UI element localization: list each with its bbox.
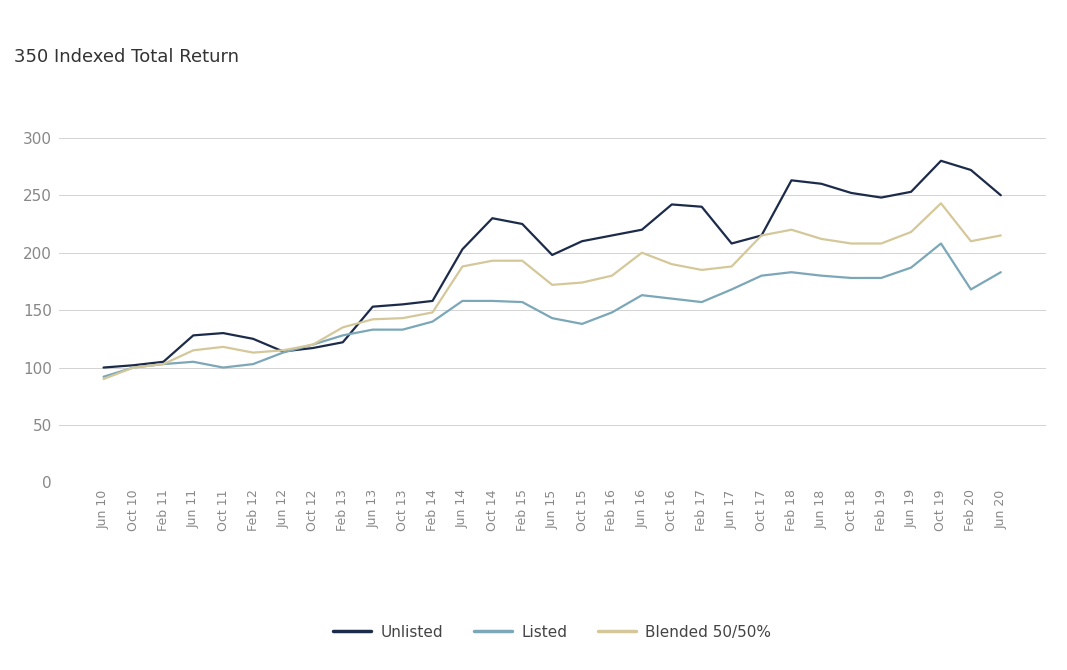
Listed: [935, 239, 947, 247]
Listed: [696, 298, 708, 306]
Unlisted: [456, 245, 468, 253]
Blended 50/50%: [246, 348, 259, 356]
Listed: [576, 320, 589, 328]
Blended 50/50%: [366, 316, 379, 324]
Listed: [666, 295, 679, 303]
Listed: [396, 326, 409, 334]
Unlisted: [785, 176, 798, 184]
Unlisted: [366, 303, 379, 311]
Unlisted: [187, 332, 200, 340]
Unlisted: [815, 180, 828, 188]
Listed: [456, 297, 468, 305]
Line: Unlisted: Unlisted: [103, 161, 1001, 368]
Listed: [845, 274, 858, 282]
Blended 50/50%: [546, 281, 559, 289]
Unlisted: [666, 200, 679, 208]
Listed: [815, 271, 828, 279]
Unlisted: [336, 338, 349, 346]
Unlisted: [157, 358, 170, 366]
Listed: [546, 314, 559, 322]
Blended 50/50%: [396, 314, 409, 322]
Unlisted: [994, 191, 1007, 199]
Listed: [606, 308, 619, 316]
Listed: [336, 332, 349, 340]
Blended 50/50%: [306, 340, 319, 348]
Unlisted: [636, 226, 649, 234]
Listed: [726, 285, 738, 293]
Blended 50/50%: [157, 360, 170, 368]
Listed: [875, 274, 888, 282]
Listed: [636, 291, 649, 299]
Unlisted: [576, 237, 589, 245]
Unlisted: [396, 300, 409, 308]
Unlisted: [755, 231, 768, 239]
Listed: [157, 360, 170, 368]
Line: Blended 50/50%: Blended 50/50%: [103, 203, 1001, 379]
Listed: [306, 340, 319, 348]
Blended 50/50%: [515, 257, 528, 265]
Listed: [187, 358, 200, 366]
Listed: [366, 326, 379, 334]
Unlisted: [726, 239, 738, 247]
Blended 50/50%: [426, 308, 439, 316]
Listed: [905, 263, 918, 271]
Listed: [246, 360, 259, 368]
Blended 50/50%: [576, 279, 589, 287]
Blended 50/50%: [935, 199, 947, 207]
Blended 50/50%: [666, 260, 679, 268]
Unlisted: [515, 220, 528, 228]
Blended 50/50%: [485, 257, 498, 265]
Unlisted: [246, 335, 259, 343]
Listed: [965, 285, 977, 293]
Listed: [426, 318, 439, 326]
Listed: [755, 271, 768, 279]
Blended 50/50%: [755, 231, 768, 239]
Unlisted: [306, 344, 319, 352]
Blended 50/50%: [785, 226, 798, 234]
Unlisted: [276, 348, 289, 356]
Blended 50/50%: [726, 263, 738, 271]
Blended 50/50%: [636, 249, 649, 257]
Blended 50/50%: [606, 271, 619, 279]
Blended 50/50%: [845, 239, 858, 247]
Blended 50/50%: [696, 266, 708, 274]
Listed: [515, 298, 528, 306]
Listed: [97, 373, 110, 381]
Unlisted: [546, 251, 559, 259]
Listed: [127, 364, 140, 372]
Blended 50/50%: [187, 346, 200, 354]
Blended 50/50%: [276, 346, 289, 354]
Line: Listed: Listed: [103, 243, 1001, 377]
Blended 50/50%: [875, 239, 888, 247]
Blended 50/50%: [456, 263, 468, 271]
Unlisted: [606, 231, 619, 239]
Unlisted: [875, 194, 888, 202]
Blended 50/50%: [217, 343, 229, 351]
Unlisted: [217, 329, 229, 337]
Unlisted: [965, 166, 977, 174]
Unlisted: [845, 189, 858, 197]
Blended 50/50%: [965, 237, 977, 245]
Blended 50/50%: [336, 324, 349, 332]
Legend: Unlisted, Listed, Blended 50/50%: Unlisted, Listed, Blended 50/50%: [328, 618, 777, 646]
Unlisted: [97, 364, 110, 372]
Unlisted: [905, 188, 918, 196]
Listed: [276, 348, 289, 356]
Text: 350 Indexed Total Return: 350 Indexed Total Return: [14, 48, 239, 66]
Listed: [994, 268, 1007, 276]
Listed: [785, 268, 798, 276]
Unlisted: [127, 361, 140, 369]
Listed: [217, 364, 229, 372]
Unlisted: [935, 157, 947, 165]
Unlisted: [485, 214, 498, 222]
Blended 50/50%: [815, 235, 828, 243]
Blended 50/50%: [97, 375, 110, 383]
Unlisted: [426, 297, 439, 305]
Blended 50/50%: [905, 228, 918, 236]
Blended 50/50%: [127, 364, 140, 372]
Unlisted: [696, 203, 708, 211]
Blended 50/50%: [994, 231, 1007, 239]
Listed: [485, 297, 498, 305]
